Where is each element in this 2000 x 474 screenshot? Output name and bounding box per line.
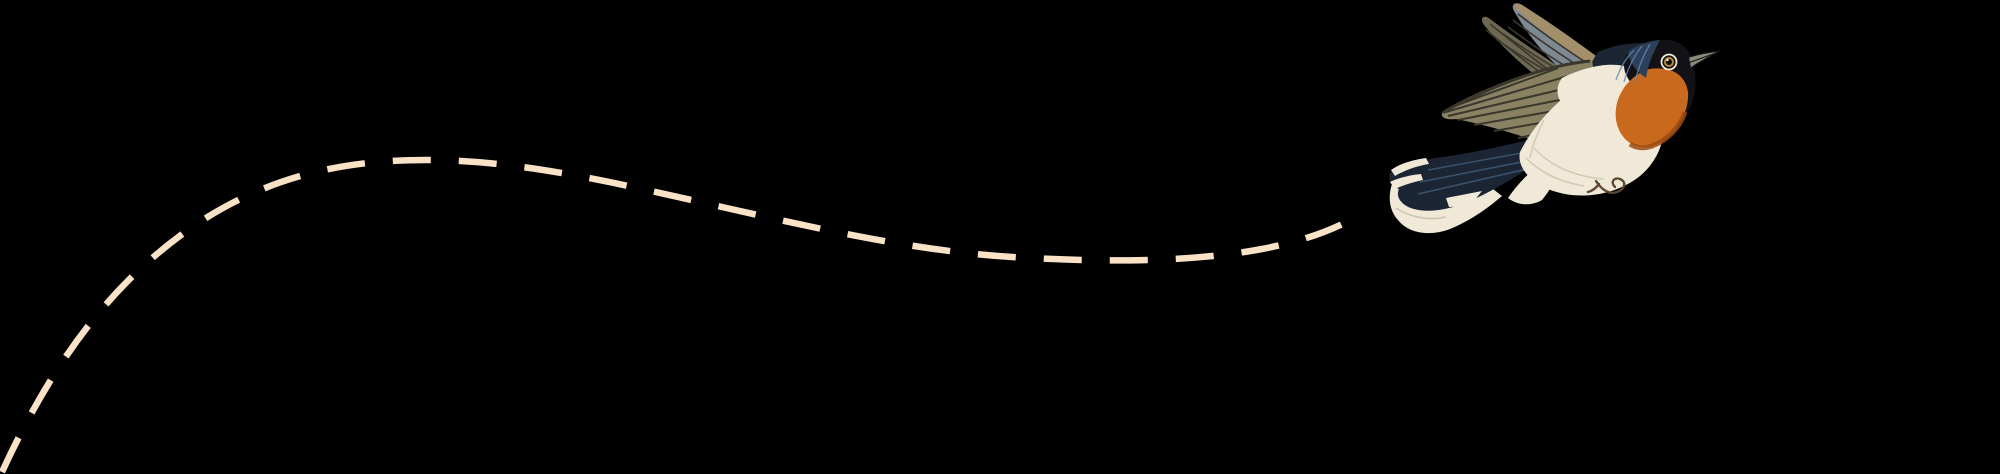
body-shoulder-patch: [1557, 64, 1631, 105]
bird-breast: [1615, 39, 1696, 151]
breast-rust-rim: [1628, 111, 1688, 151]
bird-foot: [1586, 177, 1626, 194]
swallow-bird-illustration: [1389, 3, 1721, 234]
eye-ring: [1660, 53, 1678, 71]
lower-wing-top-edge: [1441, 59, 1591, 115]
head-blue-streaks: [1615, 43, 1651, 83]
bird-head: [1615, 40, 1721, 83]
dashed-flight-path: [0, 156, 1358, 474]
lower-wing-feather-lines: [1445, 67, 1583, 139]
bird-beak: [1687, 50, 1721, 69]
breast-orange-patch: [1615, 68, 1689, 148]
tail-white-tips: [1390, 158, 1482, 207]
bird-eye: [1660, 53, 1678, 71]
body-vent: [1508, 152, 1564, 205]
head-crown-sheen: [1628, 40, 1660, 78]
beak-gape-line: [1687, 52, 1717, 64]
body-shading-lines: [1525, 119, 1605, 187]
eye-glint: [1666, 58, 1669, 62]
beak-outline: [1688, 50, 1721, 69]
